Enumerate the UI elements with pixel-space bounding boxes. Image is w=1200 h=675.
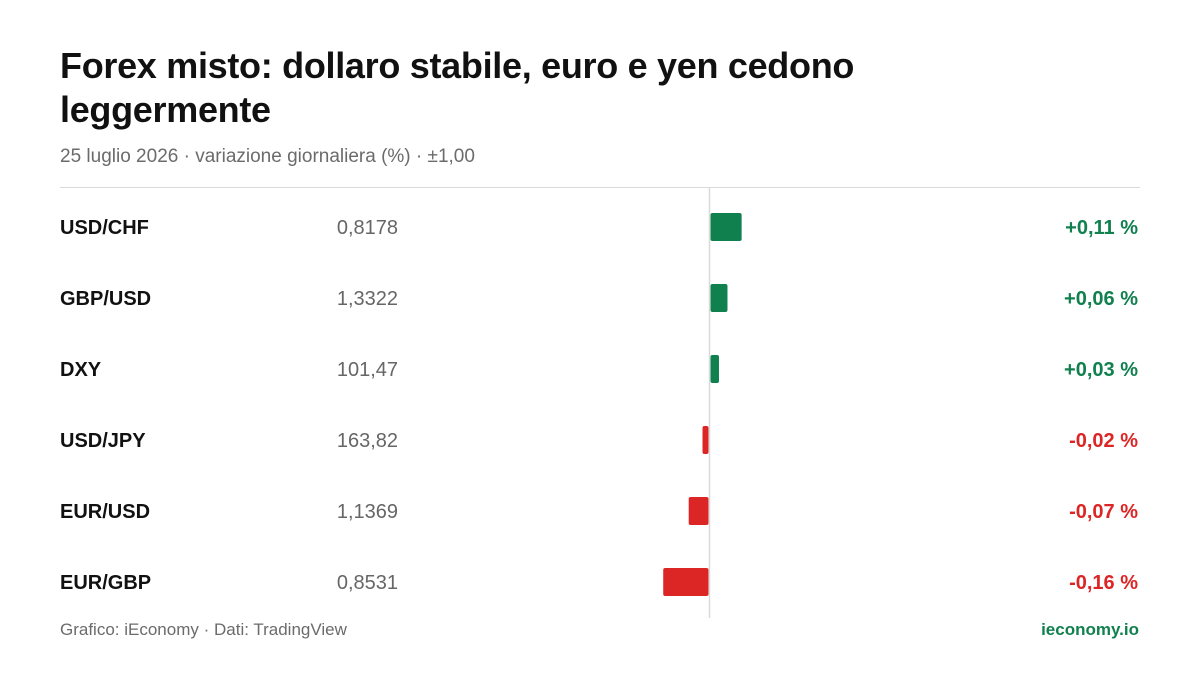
price-value: 101,47 (337, 359, 398, 381)
price-value: 0,8178 (337, 217, 398, 239)
chart-subtitle: 25 luglio 2026 · variazione giornaliera … (60, 146, 475, 167)
change-label: -0,07 % (1069, 501, 1138, 523)
price-value: 0,8531 (337, 572, 398, 594)
change-bar (710, 284, 728, 312)
change-label: -0,16 % (1069, 572, 1138, 594)
forex-bar-chart: USD/CHF 0,8178 +0,11 % GBP/USD 1,3322 +0,06 %… (60, 188, 1138, 618)
pair-label: DXY (60, 359, 102, 381)
change-bar (688, 497, 709, 525)
change-label: +0,11 % (1065, 217, 1138, 239)
change-bar (710, 213, 742, 241)
change-bar (710, 355, 719, 383)
source-link[interactable]: ieconomy.io (1041, 620, 1139, 639)
change-bar (663, 568, 709, 596)
header-divider (60, 187, 1140, 188)
price-value: 1,3322 (337, 288, 398, 310)
price-value: 163,82 (337, 430, 398, 452)
chart-title: Forex misto: dollaro stabile, euro e yen… (60, 45, 855, 130)
change-bar (702, 426, 709, 454)
pair-label: EUR/GBP (60, 572, 151, 594)
change-label: -0,02 % (1069, 430, 1138, 452)
pair-label: GBP/USD (60, 288, 151, 310)
pair-label: USD/CHF (60, 217, 149, 239)
pair-label: USD/JPY (60, 430, 146, 452)
change-label: +0,03 % (1064, 359, 1138, 381)
chart-credit: Grafico: iEconomy · Dati: TradingView (60, 620, 347, 639)
pair-label: EUR/USD (60, 501, 150, 523)
price-value: 1,1369 (337, 501, 398, 523)
change-label: +0,06 % (1064, 288, 1138, 310)
